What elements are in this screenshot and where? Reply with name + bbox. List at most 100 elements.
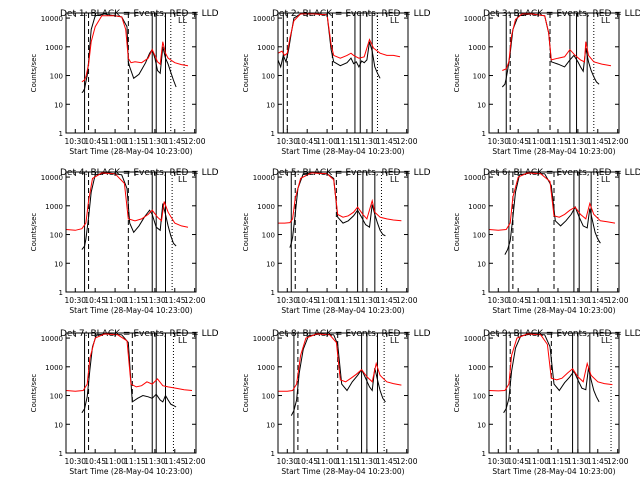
y-tick-label: 1 [271,130,275,138]
x-tick-label: 11:00 [316,137,338,146]
y-axis-label: Counts/sec [30,213,38,252]
y-tick-label: 100 [473,232,486,240]
series-lld [277,13,401,59]
y-tick-label: 10 [54,101,63,109]
y-tick-label: 1 [271,289,275,297]
x-tick-label: 10:45 [84,137,106,146]
x-axis-label: Start Time (28-May-04 10:23:00) [281,467,404,476]
y-tick-label: 100 [262,232,275,240]
y-axis-label: Counts/sec [453,374,461,413]
y-tick-label: 10000 [464,174,486,182]
series-lld [278,333,402,392]
y-tick-label: 100 [262,73,275,81]
x-tick-label: 11:15 [336,457,358,466]
x-axis-label: Start Time (28-May-04 10:23:00) [281,306,404,315]
series-lld [488,172,616,231]
series-events [503,333,600,414]
x-axis-label: Start Time (28-May-04 10:23:00) [492,147,615,156]
y-tick-label: 10000 [464,15,486,23]
panel-title: Det 4: BLACK = Events, RED = LLD [60,168,219,178]
panel-title: Det 3: BLACK = Events, RED = LLD [483,9,640,19]
y-axis-label: Counts/sec [30,54,38,93]
series-events [289,172,386,248]
x-axis-label: Start Time (28-May-04 10:23:00) [281,147,404,156]
y-tick-label: 10 [266,260,275,268]
plot-frame [488,12,620,134]
plot-frame [65,332,197,454]
y-tick-label: 100 [473,73,486,81]
x-tick-label: 11:45 [587,457,609,466]
x-tick-label: 12:00 [607,457,629,466]
plot-frame [65,12,197,134]
x-axis-label: Start Time (28-May-04 10:23:00) [69,306,192,315]
x-tick-label: 10:30 [487,457,509,466]
x-axis-label: Start Time (28-May-04 10:23:00) [492,306,615,315]
x-tick-label: 11:45 [376,137,398,146]
y-tick-label: 1000 [468,44,486,52]
x-tick-label: 10:45 [296,457,318,466]
x-tick-label: 11:15 [336,137,358,146]
y-tick-label: 1 [59,130,63,138]
x-tick-label: 12:00 [396,457,418,466]
y-tick-label: 1 [59,450,63,458]
y-tick-label: 10000 [41,15,63,23]
x-tick-label: 10:30 [487,296,509,305]
series-lld [81,15,189,83]
x-tick-label: 11:45 [587,137,609,146]
y-tick-label: 10000 [253,335,275,343]
y-axis-label: Counts/sec [242,374,250,413]
x-tick-label: 11:15 [336,296,358,305]
y-tick-label: 1 [482,130,486,138]
x-tick-label: 11:15 [547,137,569,146]
y-tick-label: 10000 [41,174,63,182]
x-tick-label: 11:00 [316,296,338,305]
x-tick-label: 10:45 [507,137,529,146]
y-tick-label: 10000 [253,174,275,182]
x-tick-label: 11:00 [527,296,549,305]
x-tick-label: 11:45 [164,457,186,466]
y-tick-label: 100 [50,73,63,81]
x-tick-label: 11:45 [376,296,398,305]
plot-frame [277,171,409,293]
legend-glyph: LL [601,16,610,25]
x-tick-label: 11:15 [547,296,569,305]
x-axis-label: Start Time (28-May-04 10:23:00) [69,467,192,476]
x-tick-label: 10:30 [64,457,86,466]
x-tick-label: 10:30 [276,137,298,146]
y-tick-label: 10 [477,101,486,109]
y-tick-label: 10 [266,101,275,109]
plot-frame [65,171,197,293]
y-tick-label: 1000 [257,203,275,211]
y-tick-label: 1000 [45,364,63,372]
x-tick-label: 12:00 [607,296,629,305]
y-tick-label: 100 [50,393,63,401]
y-axis-label: Counts/sec [242,213,250,252]
x-tick-label: 10:30 [64,296,86,305]
series-lld [502,13,612,71]
x-tick-label: 12:00 [184,137,206,146]
y-axis-label: Counts/sec [453,54,461,93]
y-tick-label: 10000 [464,335,486,343]
y-tick-label: 10 [54,421,63,429]
panel-title: Det 8: BLACK = Events, RED = LLD [272,329,431,339]
x-tick-label: 11:30 [144,457,166,466]
y-axis-label: Counts/sec [242,54,250,93]
plot-frame [277,332,409,454]
x-tick-label: 11:45 [587,296,609,305]
x-tick-label: 11:00 [104,296,126,305]
x-tick-label: 10:45 [84,296,106,305]
x-tick-label: 12:00 [396,137,418,146]
legend-glyph: LL [178,175,187,184]
panel-title: Det 6: BLACK = Events, RED = LLD [483,168,640,178]
x-tick-label: 11:00 [527,457,549,466]
x-tick-label: 10:45 [507,296,529,305]
x-tick-label: 11:30 [567,137,589,146]
y-tick-label: 1000 [468,203,486,211]
y-tick-label: 1000 [257,44,275,52]
